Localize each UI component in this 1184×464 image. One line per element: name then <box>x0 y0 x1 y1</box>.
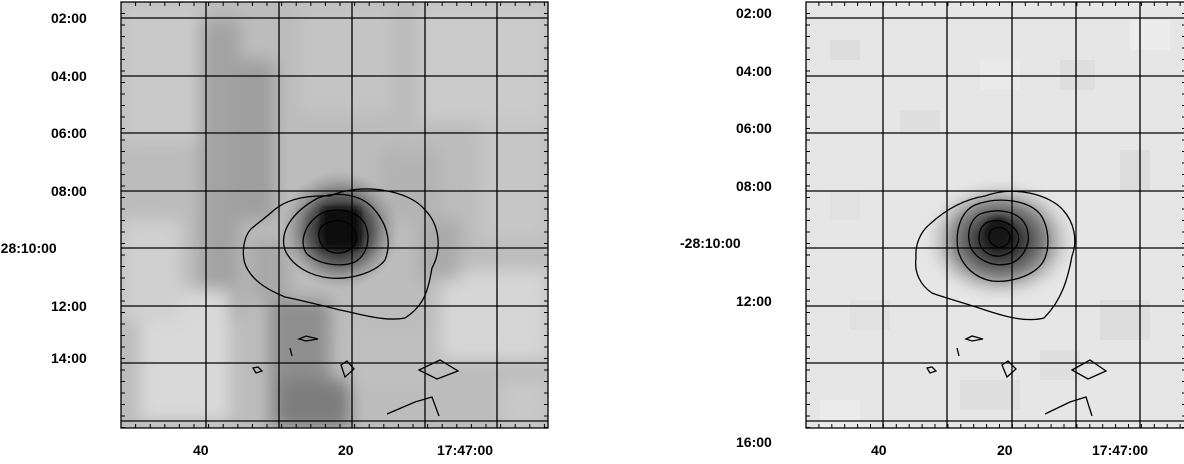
left-x-tick-label: 17:47:00 <box>437 442 493 458</box>
left-x-axis-labels: 40 20 17:47:00 <box>193 442 493 458</box>
right-y-tick-label: -28:10:00 <box>680 235 741 251</box>
left-y-tick-label: 08:00 <box>51 183 87 199</box>
right-y-tick-label: 06:00 <box>736 120 772 136</box>
left-frame <box>120 1 549 429</box>
left-greyscale-map <box>121 2 548 428</box>
right-minor-ticks <box>806 2 1184 428</box>
right-y-tick-label: 16:00 <box>736 434 772 450</box>
left-y-tick-label: -28:10:00 <box>0 240 57 256</box>
left-minor-ticks <box>121 2 548 428</box>
right-x-tick-label: 20 <box>997 442 1013 458</box>
right-contours <box>914 190 1108 417</box>
right-greyscale-map <box>806 2 1184 428</box>
right-frame <box>805 1 1184 429</box>
right-x-tick-label: 17:47:00 <box>1092 442 1148 458</box>
left-y-tick-label: 12:00 <box>51 298 87 314</box>
left-image-panel: 02:00 04:00 06:00 08:00 -28:10:00 12:00 … <box>0 1 549 458</box>
left-y-tick-label: 06:00 <box>51 125 87 141</box>
right-x-axis-labels: 40 20 17:47:00 <box>871 442 1148 458</box>
left-x-tick-label: 40 <box>193 442 209 458</box>
right-y-tick-label: 04:00 <box>736 63 772 79</box>
left-y-tick-label: 04:00 <box>51 68 87 84</box>
left-y-axis-labels: 02:00 04:00 06:00 08:00 -28:10:00 12:00 … <box>0 10 87 366</box>
right-coordinate-grid <box>806 2 1184 428</box>
right-y-tick-label: 08:00 <box>736 178 772 194</box>
left-y-tick-label: 14:00 <box>51 350 87 366</box>
right-y-axis-labels: 02:00 04:00 06:00 08:00 -28:10:00 12:00 … <box>680 5 772 450</box>
right-y-tick-label: 12:00 <box>736 293 772 309</box>
left-contours <box>242 188 460 417</box>
left-y-tick-label: 02:00 <box>51 10 87 26</box>
right-image-panel: 02:00 04:00 06:00 08:00 -28:10:00 12:00 … <box>680 1 1184 458</box>
left-x-tick-label: 20 <box>338 442 354 458</box>
left-coordinate-grid <box>121 2 548 428</box>
right-x-tick-label: 40 <box>871 442 887 458</box>
right-y-tick-label: 02:00 <box>736 5 772 21</box>
